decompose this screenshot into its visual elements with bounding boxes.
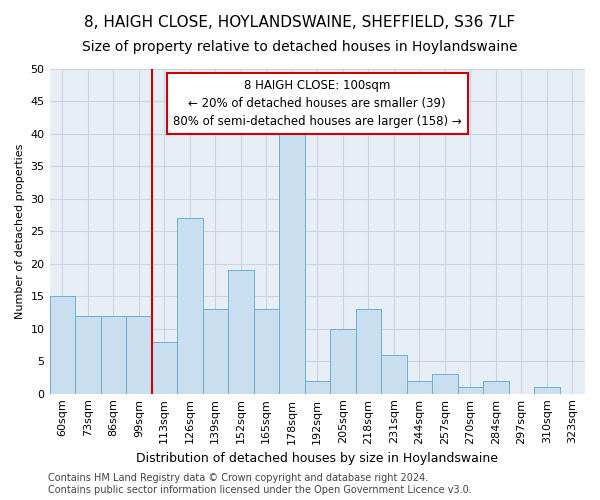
Bar bbox=[483, 380, 509, 394]
Bar bbox=[534, 387, 560, 394]
Bar bbox=[381, 354, 407, 394]
Bar bbox=[254, 310, 279, 394]
X-axis label: Distribution of detached houses by size in Hoylandswaine: Distribution of detached houses by size … bbox=[136, 452, 498, 465]
Text: 8 HAIGH CLOSE: 100sqm
← 20% of detached houses are smaller (39)
80% of semi-deta: 8 HAIGH CLOSE: 100sqm ← 20% of detached … bbox=[173, 78, 461, 128]
Bar bbox=[432, 374, 458, 394]
Bar bbox=[50, 296, 75, 394]
Bar bbox=[305, 380, 330, 394]
Bar bbox=[152, 342, 177, 394]
Bar bbox=[177, 218, 203, 394]
Bar bbox=[330, 328, 356, 394]
Y-axis label: Number of detached properties: Number of detached properties bbox=[15, 144, 25, 319]
Text: 8, HAIGH CLOSE, HOYLANDSWAINE, SHEFFIELD, S36 7LF: 8, HAIGH CLOSE, HOYLANDSWAINE, SHEFFIELD… bbox=[85, 15, 515, 30]
Bar bbox=[458, 387, 483, 394]
Bar bbox=[126, 316, 152, 394]
Text: Contains HM Land Registry data © Crown copyright and database right 2024.
Contai: Contains HM Land Registry data © Crown c… bbox=[48, 474, 472, 495]
Bar bbox=[279, 134, 305, 394]
Bar bbox=[356, 310, 381, 394]
Bar bbox=[75, 316, 101, 394]
Bar bbox=[101, 316, 126, 394]
Bar bbox=[228, 270, 254, 394]
Bar bbox=[407, 380, 432, 394]
Text: Size of property relative to detached houses in Hoylandswaine: Size of property relative to detached ho… bbox=[82, 40, 518, 54]
Bar bbox=[203, 310, 228, 394]
